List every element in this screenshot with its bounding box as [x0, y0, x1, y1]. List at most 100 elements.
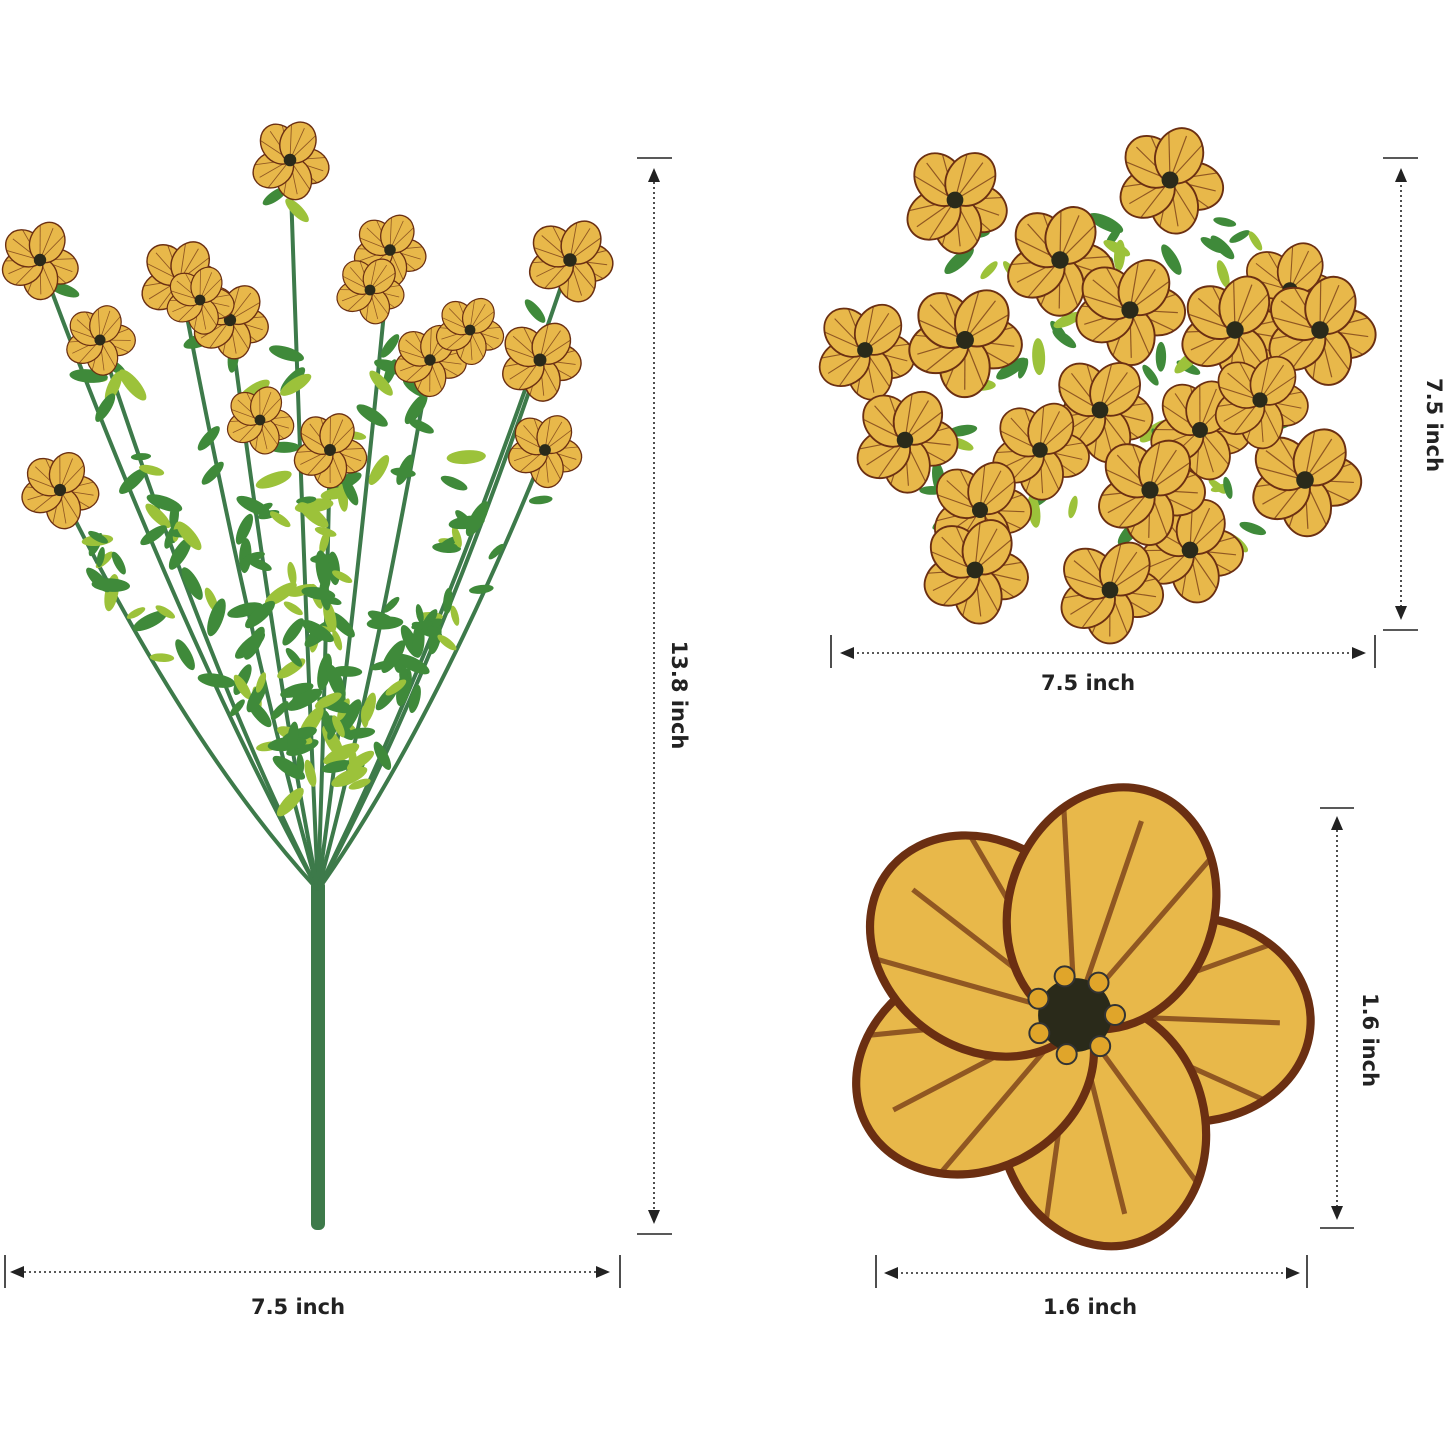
leaf	[176, 521, 202, 551]
leaf	[111, 551, 126, 575]
leaf	[236, 495, 271, 516]
flower-bouquet-photo	[1, 121, 614, 1230]
leaf	[280, 373, 312, 396]
leaf	[390, 467, 416, 478]
leaf	[1208, 478, 1227, 494]
branch	[316, 449, 547, 892]
leaf	[314, 527, 337, 537]
leaf	[88, 530, 109, 544]
leaf	[301, 586, 336, 600]
leaf	[86, 567, 111, 593]
flower-blossom	[1098, 439, 1206, 547]
leaf	[235, 631, 266, 659]
cluster-width-label: 7.5 inch	[1041, 671, 1135, 695]
flower-cluster-photo	[818, 127, 1377, 645]
flower-blossom	[166, 266, 235, 335]
leaf	[469, 584, 494, 594]
flower-blossom	[1060, 541, 1165, 645]
stamen	[1053, 965, 1076, 988]
leaf	[285, 198, 309, 223]
leaf	[301, 619, 334, 643]
leaf	[298, 502, 329, 528]
cluster-height-label: 7.5 inch	[1422, 378, 1445, 472]
leaf	[432, 542, 461, 553]
flower-blossom	[906, 152, 1008, 255]
stamen	[1027, 987, 1050, 1010]
leaf	[282, 618, 304, 646]
flower-blossom	[528, 220, 614, 303]
cluster-height-dimension: 7.5 inch	[1383, 157, 1445, 631]
leaf	[373, 741, 392, 770]
flower-blossom	[1007, 206, 1115, 317]
single-flower-photo	[852, 783, 1315, 1251]
leaf	[396, 653, 430, 675]
leaf	[139, 464, 165, 476]
leaf	[304, 759, 317, 787]
leaf	[348, 778, 371, 790]
leaf	[528, 495, 553, 505]
leaf	[415, 604, 424, 624]
flower-blossom	[293, 413, 368, 489]
flower-blossom	[435, 297, 505, 366]
leaf	[322, 716, 336, 733]
leaf	[1053, 311, 1083, 329]
flower-blossom	[1268, 275, 1377, 386]
leaf	[272, 755, 306, 780]
flower-blossom	[1119, 127, 1225, 235]
leaf	[404, 393, 428, 425]
leaf	[1213, 217, 1237, 227]
flower-width-label: 1.6 inch	[1043, 1295, 1137, 1319]
leaf	[332, 630, 343, 651]
leaf	[338, 699, 362, 734]
flower-blossom	[1214, 355, 1309, 450]
leaf	[242, 551, 265, 562]
flower-blossom	[66, 305, 136, 376]
leaf	[96, 546, 105, 568]
leaf	[1018, 358, 1029, 379]
leaf	[488, 543, 504, 560]
leaf	[440, 475, 468, 491]
stamen	[1028, 1022, 1051, 1045]
flower-blossom	[818, 303, 916, 401]
leaf	[319, 530, 330, 554]
leaf	[255, 672, 267, 693]
flower-blossom	[852, 783, 1315, 1251]
leaf	[130, 453, 152, 461]
leaf	[276, 787, 304, 817]
branch	[58, 489, 320, 892]
leaf	[126, 607, 146, 619]
leaf	[296, 496, 317, 505]
leaf	[1239, 521, 1267, 536]
leaf	[1027, 493, 1041, 528]
leaf	[326, 664, 346, 700]
leaf	[321, 760, 354, 773]
leaf	[381, 640, 406, 674]
branch	[316, 359, 542, 891]
flower-height-dimension: 1.6 inch	[1320, 807, 1382, 1229]
leaf	[332, 715, 345, 738]
leaf	[155, 605, 176, 619]
leaf	[1210, 235, 1235, 260]
stamen	[1055, 1043, 1078, 1066]
flower-blossom	[252, 121, 330, 201]
stamen	[1104, 1004, 1126, 1026]
leaf	[366, 616, 404, 630]
leaf	[465, 501, 489, 537]
leaf	[345, 727, 376, 739]
leaf	[356, 404, 388, 427]
leaf	[104, 371, 123, 403]
leaf	[197, 673, 236, 688]
leaf	[207, 598, 226, 637]
flower-blossom	[336, 258, 405, 325]
branch	[316, 249, 392, 891]
flower-blossom	[856, 391, 959, 494]
flower-blossom	[1252, 428, 1363, 538]
cluster-width-dimension: 7.5 inch	[830, 635, 1376, 695]
leaf	[437, 634, 457, 651]
leaf	[235, 513, 254, 545]
branch	[288, 159, 320, 891]
leaf	[450, 605, 460, 626]
flower-blossom	[502, 322, 582, 402]
leaf	[443, 587, 453, 615]
